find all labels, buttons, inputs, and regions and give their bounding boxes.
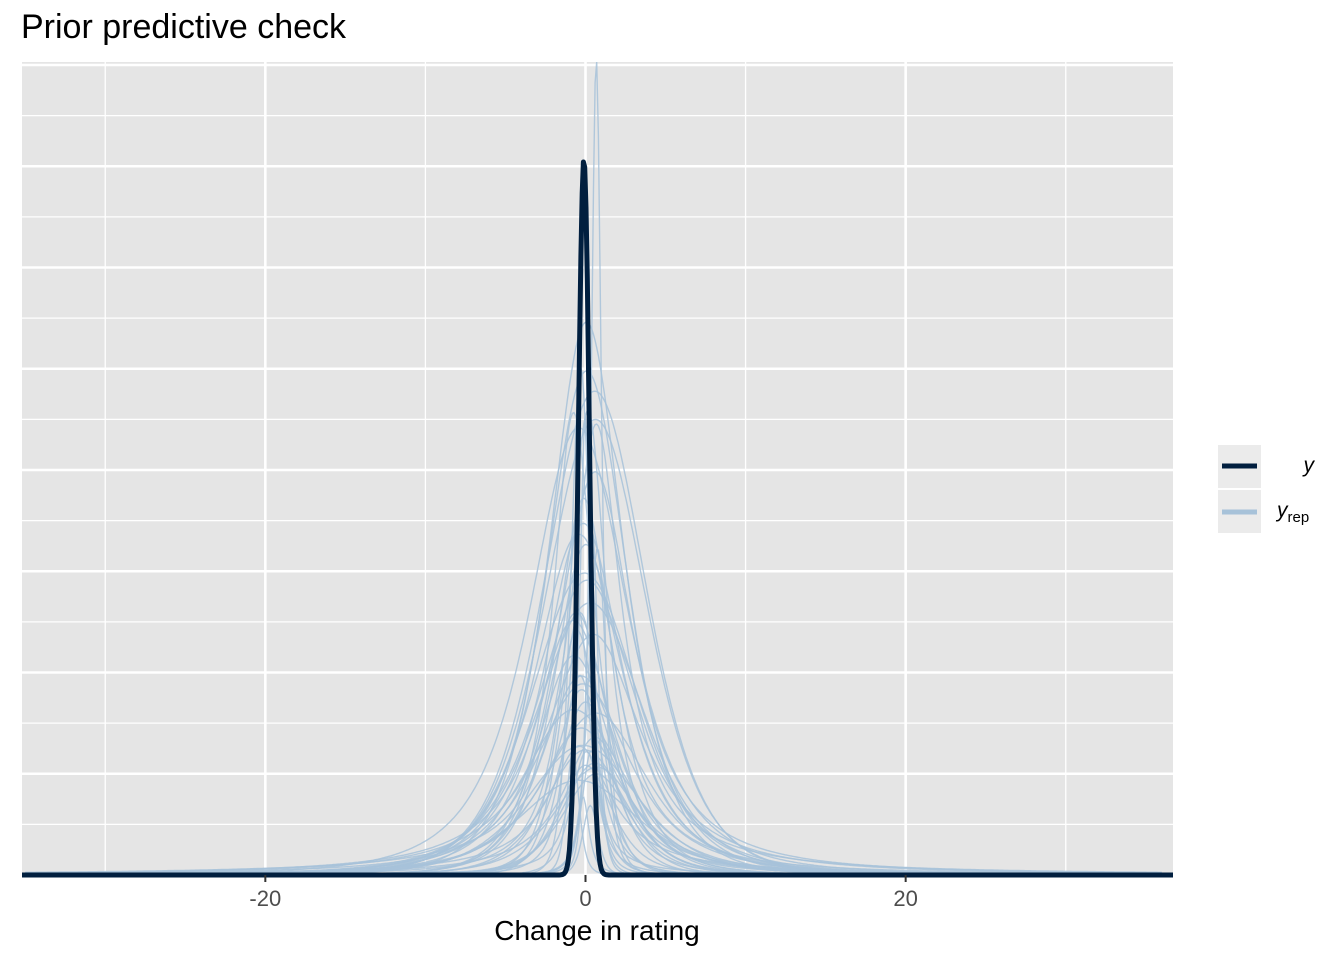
- major-gridlines: [22, 62, 1173, 877]
- x-tick-label: 20: [893, 886, 917, 911]
- legend-label-yrep-base: y: [1275, 499, 1289, 522]
- yrep-draw-line: [25, 423, 1162, 873]
- x-tick-label: 0: [579, 886, 591, 911]
- x-axis-ticks: -20 0 20: [249, 875, 918, 911]
- y-density-curve: [20, 159, 1175, 878]
- legend-label-yrep: yrep: [1275, 499, 1309, 526]
- legend-label-yrep-subscript: rep: [1288, 509, 1310, 526]
- x-axis-title: Change in rating: [494, 915, 699, 946]
- legend-label-y: y: [1302, 454, 1316, 477]
- chart-title: Prior predictive check: [21, 8, 347, 46]
- legend: y yrep: [1218, 445, 1316, 533]
- yrep-draw-line: [25, 497, 1162, 875]
- y-density-line: [20, 159, 1175, 878]
- x-tick-label: -20: [249, 886, 281, 911]
